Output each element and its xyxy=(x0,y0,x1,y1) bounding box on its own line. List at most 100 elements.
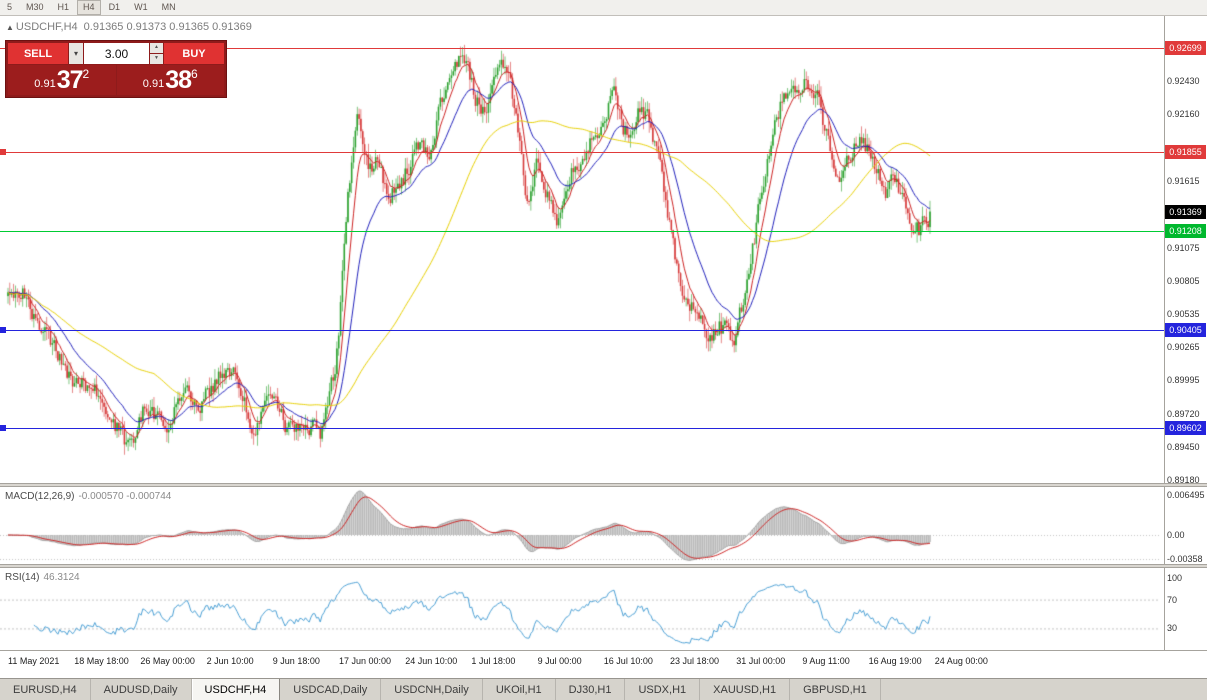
one-click-trading-panel: SELL ▾ 3.00 ▲ ▼ BUY 0.91 37 2 0.91 38 6 xyxy=(5,40,227,98)
chart-tab-USDX[interactable]: USDX,H1 xyxy=(625,679,701,700)
price-axis-label: 0.89995 xyxy=(1167,375,1200,386)
macd-canvas xyxy=(0,489,1164,564)
timeframe-toolbar: 5 M30 H1 H4 D1 W1 MN xyxy=(0,0,1207,16)
price-level-badge: 0.92699 xyxy=(1165,41,1206,55)
chart-tab-AUDUSD[interactable]: AUDUSD,Daily xyxy=(91,679,192,700)
sell-price-prefix: 0.91 xyxy=(34,78,56,90)
time-axis-label: 18 May 18:00 xyxy=(74,656,129,666)
timeframe-button-H1[interactable]: H1 xyxy=(57,2,70,12)
chart-tab-DJ30[interactable]: DJ30,H1 xyxy=(556,679,626,700)
volume-dropdown-button[interactable]: ▾ xyxy=(69,43,83,64)
price-axis-label: 0.90805 xyxy=(1167,275,1200,286)
chart-title: ▲ USDCHF,H4 0.91365 0.91373 0.91365 0.9136… xyxy=(6,21,252,33)
price-axis-label: 0.92160 xyxy=(1167,109,1200,120)
rsi-value: 46.3124 xyxy=(43,572,80,583)
chevron-down-icon: ▾ xyxy=(73,49,78,58)
timeframe-button-M30[interactable]: M30 xyxy=(26,2,44,12)
horizontal-level-line[interactable] xyxy=(0,48,1164,49)
time-axis-label: 23 Jul 18:00 xyxy=(670,656,720,666)
time-axis-label: 2 Jun 10:00 xyxy=(206,656,254,666)
price-axis-label: 0.91075 xyxy=(1167,242,1200,253)
rsi-axis-label: 70 xyxy=(1167,594,1178,605)
buy-price-prefix: 0.91 xyxy=(142,78,165,90)
price-axis-label: 0.91615 xyxy=(1167,176,1200,187)
time-axis-label: 11 May 2021 xyxy=(8,656,60,666)
line-edge-marker xyxy=(0,149,6,155)
horizontal-level-line[interactable] xyxy=(0,428,1164,429)
time-axis-label: 24 Jun 10:00 xyxy=(405,656,458,666)
macd-axis-label: -0.00358 xyxy=(1167,554,1203,565)
volume-up-button[interactable]: ▲ xyxy=(150,43,163,53)
macd-axis-label: 0.00 xyxy=(1167,530,1185,540)
chart-tab-UKOil[interactable]: UKOil,H1 xyxy=(483,679,556,700)
trade-panel-controls: SELL ▾ 3.00 ▲ ▼ BUY xyxy=(8,43,224,64)
line-edge-marker xyxy=(0,327,6,333)
macd-values: -0.000570 -0.000744 xyxy=(78,491,172,502)
price-axis-label: 0.89720 xyxy=(1167,408,1200,419)
price-level-badge: 0.90405 xyxy=(1165,323,1206,337)
time-axis: 11 May 2021 18 May 18:00 26 May 00:00 2 Jun… xyxy=(0,650,1207,678)
chart-area: ▲ USDCHF,H4 0.91365 0.91373 0.91365 0.9136… xyxy=(0,16,1207,678)
time-axis-label: 24 Aug 00:00 xyxy=(934,656,988,666)
chart-symbol: USDCHF,H4 xyxy=(15,21,78,33)
price-axis-line xyxy=(1164,16,1165,650)
sell-price-pip: 2 xyxy=(82,67,90,81)
timeframe-button-MN[interactable]: MN xyxy=(161,2,176,12)
symbol-arrow-icon: ▲ xyxy=(6,23,14,32)
horizontal-level-line[interactable] xyxy=(0,330,1164,331)
time-axis-label: 31 Jul 00:00 xyxy=(736,656,786,666)
rsi-label: RSI(14) 46.3124 xyxy=(5,572,80,583)
buy-button[interactable]: BUY xyxy=(164,43,224,64)
time-axis-label: 9 Jun 18:00 xyxy=(272,656,320,666)
timeframe-button-D1[interactable]: D1 xyxy=(108,2,121,12)
volume-down-button[interactable]: ▼ xyxy=(150,54,163,64)
time-axis-label: 26 May 00:00 xyxy=(140,656,195,666)
time-axis-label: 9 Aug 11:00 xyxy=(802,656,850,666)
price-level-badge: 0.89602 xyxy=(1165,421,1206,435)
line-edge-marker xyxy=(0,425,6,431)
rsi-name: RSI(14) xyxy=(5,572,40,583)
timeframe-button-5[interactable]: 5 xyxy=(7,2,13,12)
sell-price-button[interactable]: 0.91 37 2 xyxy=(8,65,116,95)
volume-input[interactable]: 3.00 xyxy=(84,43,149,64)
sell-price-main: 37 xyxy=(56,66,84,94)
price-level-badge: 0.91369 xyxy=(1165,205,1206,219)
rsi-canvas xyxy=(0,570,1164,650)
buy-price-pip: 6 xyxy=(191,67,198,81)
time-axis-label: 9 Jul 00:00 xyxy=(537,656,582,666)
time-axis-label: 16 Aug 19:00 xyxy=(868,656,922,666)
chart-tab-XAUUSD[interactable]: XAUUSD,H1 xyxy=(700,679,791,700)
rsi-axis-label: 100 xyxy=(1167,573,1183,583)
symbol-tab-bar: EURUSD,H4 AUDUSD,Daily USDCHF,H4 USDCAD,Dai… xyxy=(0,678,1207,700)
chart-ohlc: 0.91365 0.91373 0.91365 0.91369 xyxy=(83,21,252,33)
buy-price-button[interactable]: 0.91 38 6 xyxy=(116,65,224,95)
price-axis-label: 0.92430 xyxy=(1167,76,1200,87)
panel-separator-macd[interactable] xyxy=(0,483,1207,487)
macd-axis-label: 0.006495 xyxy=(1167,490,1205,500)
timeframe-button-W1[interactable]: W1 xyxy=(134,2,148,12)
macd-name: MACD(12,26,9) xyxy=(5,491,75,502)
time-axis-label: 17 Jun 00:00 xyxy=(339,656,392,666)
macd-label: MACD(12,26,9) -0.000570 -0.000744 xyxy=(5,491,171,502)
price-axis-label: 0.89450 xyxy=(1167,441,1200,452)
time-axis-label: 16 Jul 10:00 xyxy=(603,656,653,666)
chart-tab-USDCNH[interactable]: USDCNH,Daily xyxy=(381,679,483,700)
chart-tab-EURUSD[interactable]: EURUSD,H4 xyxy=(0,679,91,700)
rsi-axis-label: 30 xyxy=(1167,623,1178,634)
price-level-badge: 0.91208 xyxy=(1165,224,1206,238)
panel-separator-rsi[interactable] xyxy=(0,564,1207,568)
price-axis-label: 0.90265 xyxy=(1167,341,1200,352)
sell-button[interactable]: SELL xyxy=(8,43,68,64)
horizontal-level-line[interactable] xyxy=(0,152,1164,153)
price-level-badge: 0.91855 xyxy=(1165,145,1206,159)
chart-tab-USDCAD[interactable]: USDCAD,Daily xyxy=(280,679,382,700)
trade-panel-prices: 0.91 37 2 0.91 38 6 xyxy=(8,65,224,95)
timeframe-button-H4[interactable]: H4 xyxy=(77,0,101,15)
price-axis-label: 0.89180 xyxy=(1167,475,1200,486)
chart-tab-GBPUSD[interactable]: GBPUSD,H1 xyxy=(790,679,881,700)
horizontal-level-line[interactable] xyxy=(0,231,1164,232)
volume-stepper: ▲ ▼ xyxy=(150,43,163,64)
price-axis-label: 0.90535 xyxy=(1167,308,1200,319)
time-axis-label: 1 Jul 18:00 xyxy=(471,656,516,666)
chart-tab-USDCHF[interactable]: USDCHF,H4 xyxy=(191,679,281,700)
